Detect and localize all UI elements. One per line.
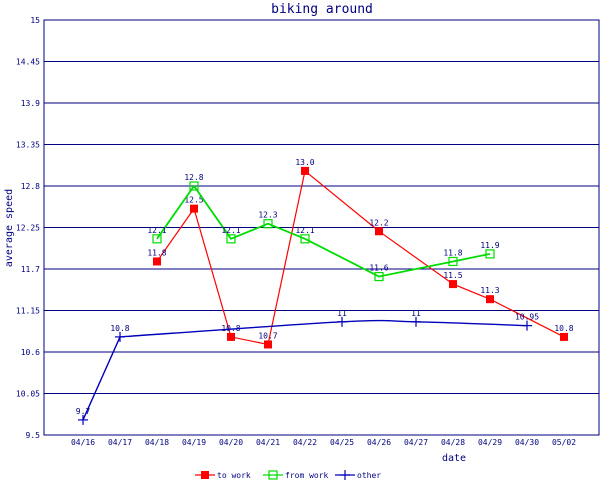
- data-point: [78, 414, 88, 425]
- data-label: 10.7: [258, 331, 277, 340]
- data-label: 12.8: [184, 173, 203, 182]
- x-tick-label: 05/02: [552, 438, 576, 447]
- data-point: [411, 316, 421, 327]
- legend-marker: [268, 470, 278, 480]
- data-label: 10.8: [554, 324, 573, 333]
- x-tick-label: 04/28: [441, 438, 465, 447]
- x-tick-label: 04/27: [404, 438, 428, 447]
- y-tick-label: 9.5: [26, 431, 41, 440]
- x-tick-label: 04/25: [330, 438, 354, 447]
- y-axis-label: average speed: [4, 189, 15, 267]
- x-tick-label: 04/21: [256, 438, 280, 447]
- legend-label: other: [357, 471, 381, 480]
- data-label: 11: [411, 309, 421, 318]
- y-tick-label: 11.15: [16, 307, 40, 316]
- y-tick-label: 12.25: [16, 224, 40, 233]
- y-tick-label: 15: [30, 16, 40, 25]
- y-tick-label: 14.45: [16, 58, 40, 67]
- series-line: [156, 169, 565, 346]
- data-label: 12.2: [369, 218, 388, 227]
- data-label: 12.1: [221, 226, 240, 235]
- y-tick-label: 11.7: [21, 265, 40, 274]
- data-point: [153, 257, 161, 266]
- data-label: 11.8: [443, 248, 462, 257]
- x-tick-label: 04/20: [219, 438, 243, 447]
- data-point: [485, 249, 495, 259]
- data-label: 11.9: [480, 241, 499, 250]
- data-point: [486, 295, 494, 304]
- legend-marker: [201, 471, 209, 479]
- y-tick-label: 13.9: [21, 99, 40, 108]
- legend-item: other: [335, 470, 381, 480]
- data-point: [264, 340, 272, 349]
- x-tick-label: 04/19: [182, 438, 206, 447]
- x-tick-label: 04/22: [293, 438, 317, 447]
- data-point: [190, 204, 198, 213]
- data-label: 10.8: [110, 324, 129, 333]
- data-point: [189, 181, 199, 191]
- data-point: [522, 320, 532, 331]
- series-layer: 11.8 12.5 10.8 10.7 13.0 12.2 11.5 11.3 10.8 12.1…: [76, 158, 574, 425]
- chart-title: biking around: [271, 2, 373, 17]
- data-point: [115, 331, 125, 342]
- y-tick-label: 13.35: [16, 141, 40, 150]
- data-label: 10.95: [515, 313, 539, 322]
- series-line: [82, 319, 528, 421]
- data-point: [449, 280, 457, 289]
- data-point: [300, 234, 310, 244]
- series-from-work: 12.1 12.8 12.1 12.3 12.1 11.6 11.8 11.9: [147, 173, 500, 282]
- data-point: [301, 166, 309, 175]
- data-point: [226, 234, 236, 244]
- legend-label: to work: [217, 471, 251, 480]
- data-label: 11.5: [443, 271, 462, 280]
- x-tick-label: 04/26: [367, 438, 391, 447]
- data-point: [448, 256, 458, 267]
- data-label: 11.8: [147, 248, 166, 257]
- data-point: [263, 219, 273, 229]
- data-label: 12.1: [295, 226, 314, 235]
- data-label: 13.0: [295, 158, 314, 167]
- x-tick-label: 04/18: [145, 438, 169, 447]
- data-point: [337, 316, 347, 327]
- legend-label: from work: [285, 471, 329, 480]
- x-tick-label: 04/17: [108, 438, 132, 447]
- x-tick-labels: 04/16 04/17 04/18 04/19 04/20 04/21 04/22 04/25…: [71, 438, 576, 447]
- x-tick-label: 04/30: [515, 438, 539, 447]
- data-point: [152, 234, 162, 244]
- legend-item: from work: [263, 470, 329, 480]
- y-tick-label: 10.6: [21, 348, 40, 357]
- data-label: 11: [337, 309, 347, 318]
- data-label: 11.6: [369, 264, 388, 273]
- data-label: 9.7: [76, 407, 91, 416]
- data-label: 12.1: [147, 226, 166, 235]
- x-axis-label: date: [442, 453, 466, 464]
- y-tick-label: 12.8: [21, 182, 40, 191]
- y-tick-label: 10.05: [16, 390, 40, 399]
- legend-item: to work: [195, 471, 251, 480]
- data-point: [374, 271, 384, 282]
- legend-marker: [340, 470, 350, 480]
- series-line: [156, 184, 491, 278]
- data-point: [227, 332, 235, 341]
- y-tick-labels: 9.5 10.05 10.6 11.15 11.7 12.25 12.8 13.35 13.9 1…: [16, 16, 40, 440]
- legend: to work from work other: [195, 470, 381, 480]
- x-tick-label: 04/16: [71, 438, 95, 447]
- plot-frame: [43, 19, 600, 436]
- data-point: [560, 332, 568, 341]
- data-label: 12.3: [258, 211, 277, 220]
- x-tick-label: 04/29: [478, 438, 502, 447]
- data-label: 12.5: [184, 196, 203, 205]
- grid-lines: [44, 19, 599, 436]
- data-point: [375, 227, 383, 236]
- series-other: 9.7 10.8 11 11 10.95: [76, 309, 539, 425]
- data-label: 11.3: [480, 286, 499, 295]
